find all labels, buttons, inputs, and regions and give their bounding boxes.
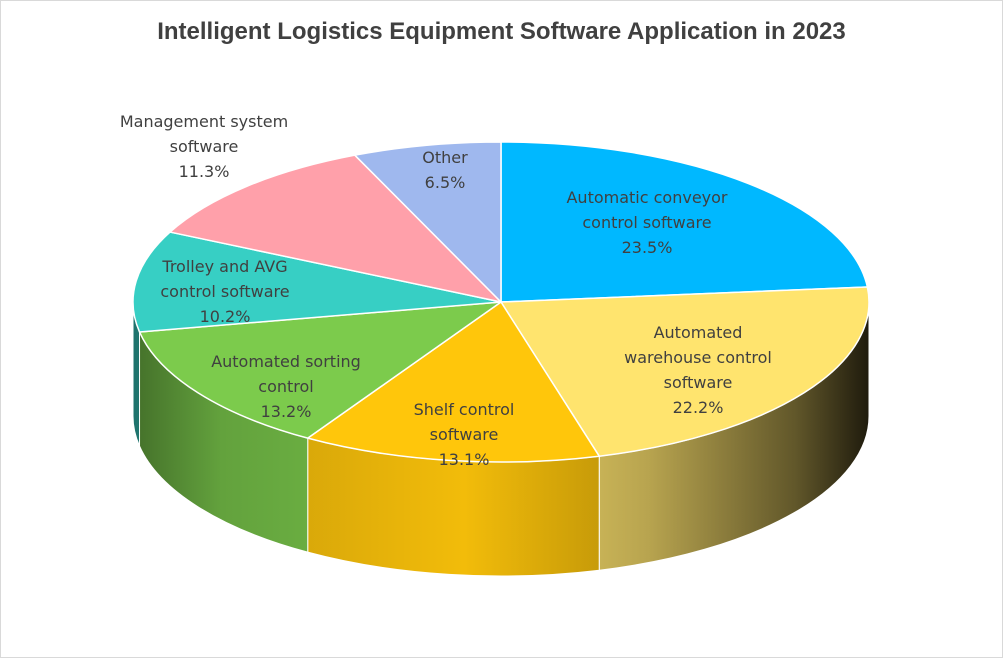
pie-top-faces (132, 141, 870, 463)
pie-labels: Automatic conveyor control software 23.5% A… (120, 112, 772, 469)
slice-shelf-control-software (306, 301, 600, 463)
slice-label-automated-sorting-control: Automated sorting control 13.2% (211, 352, 361, 421)
slice-label-management-system-software: Management system software 11.3% (120, 112, 288, 181)
slice-label-automatic-conveyor-control-software: Automatic conveyor control software 23.5% (566, 188, 727, 257)
slice-label-automated-warehouse-control-software: Automated warehouse control software 22.2% (624, 323, 772, 417)
slice-label-shelf-control-software: Shelf control software 13.1% (414, 400, 515, 469)
slice-automated-sorting-control (138, 301, 502, 439)
slice-label-trolley-and-avg-control-software: Trolley and AVG control software 10.2% (160, 257, 289, 326)
slice-automated-warehouse-control-software (500, 286, 870, 457)
slice-management-system-software (169, 154, 502, 303)
chart-title: Intelligent Logistics Equipment Software… (157, 18, 846, 45)
slice-trolley-and-avg-control-software (132, 231, 502, 333)
slice-automatic-conveyor-control-software (500, 141, 869, 303)
slice-other (354, 141, 502, 303)
slice-label-other: Other 6.5% (422, 148, 468, 192)
